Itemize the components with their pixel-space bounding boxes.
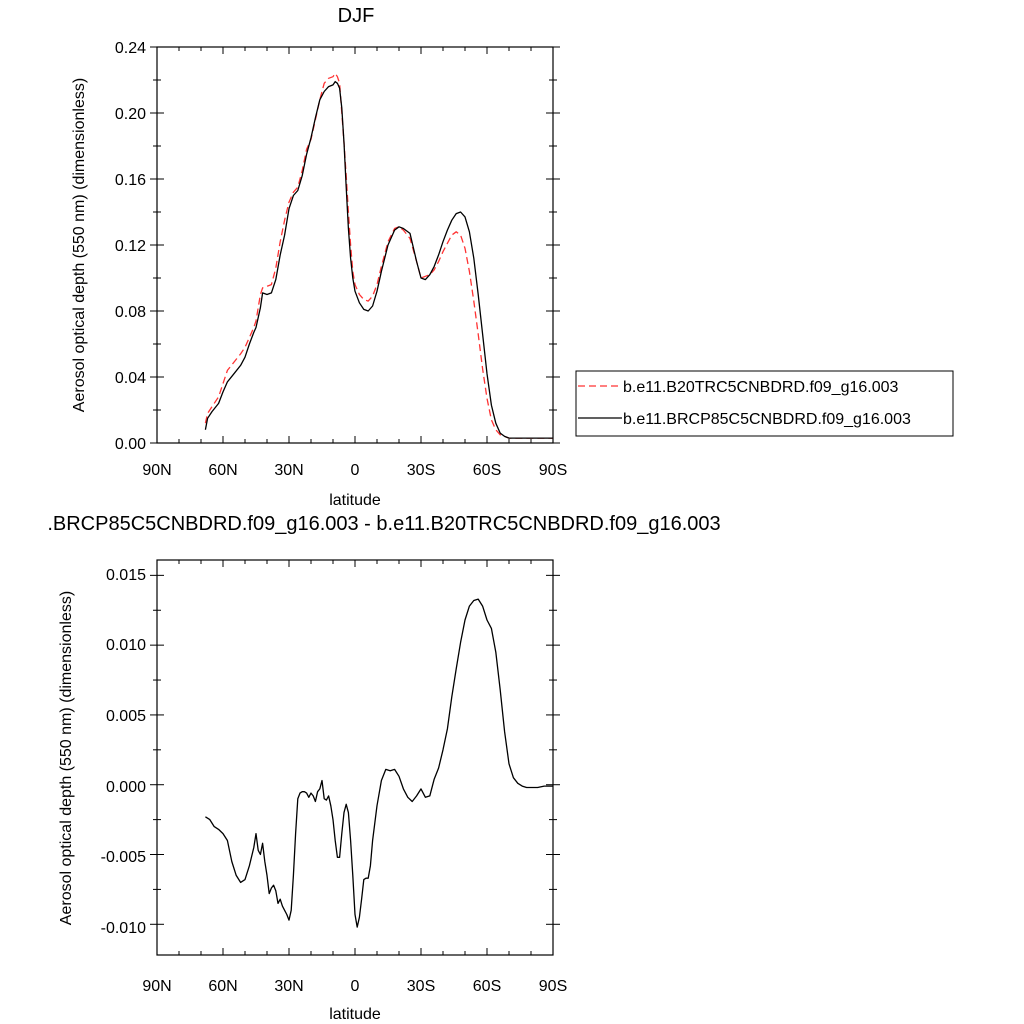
x-tick-label: 90S: [539, 978, 567, 995]
bottom-panel: .BRCP85C5CNBDRD.f09_g16.003 - b.e11.B20T…: [47, 513, 720, 1023]
x-tick-label: 60N: [208, 462, 237, 479]
x-tick-label: 60S: [473, 978, 501, 995]
top-panel-axes: [156, 46, 554, 444]
bottom-panel-ticks: [150, 560, 560, 955]
y-tick-label: 0.04: [115, 370, 146, 387]
top-panel-y-tick-labels: 0.00 0.04 0.08 0.12 0.16 0.20 0.24: [115, 40, 146, 453]
bottom-panel-y-tick-labels: -0.010 -0.005 0.000 0.005 0.010 0.015: [101, 567, 146, 937]
y-tick-label: -0.005: [101, 849, 146, 866]
y-tick-label: 0.010: [106, 637, 146, 654]
bottom-panel-series: [205, 598, 553, 928]
x-tick-label: 60S: [473, 462, 501, 479]
series-line-dashed-red: [204, 72, 553, 439]
y-tick-label: 0.12: [115, 238, 146, 255]
y-tick-label: 0.005: [106, 708, 146, 725]
bottom-panel-x-axis-label: latitude: [329, 1006, 381, 1023]
x-tick-label: 0: [351, 462, 360, 479]
top-panel-series: [204, 72, 553, 439]
x-tick-label: 60N: [208, 978, 237, 995]
x-tick-label: 30N: [274, 462, 303, 479]
y-tick-label: 0.08: [115, 304, 146, 321]
bottom-panel-title: .BRCP85C5CNBDRD.f09_g16.003 - b.e11.B20T…: [47, 513, 720, 535]
top-panel-title: DJF: [338, 5, 375, 27]
top-panel-x-axis-label: latitude: [329, 492, 381, 509]
bottom-panel-y-axis-label: Aerosol optical depth (550 nm) (dimensio…: [58, 591, 75, 925]
series-line-solid-black: [205, 598, 553, 928]
top-panel: DJF 0.00 0.04 0.08 0.12 0.16 0.20 0.24 9…: [71, 5, 954, 509]
x-tick-label: 90N: [142, 978, 171, 995]
top-panel-x-tick-labels: 90N 60N 30N 0 30S 60S 90S: [142, 462, 567, 479]
legend-label: b.e11.B20TRC5CNBDRD.f09_g16.003: [623, 379, 899, 396]
bottom-panel-x-tick-labels: 90N 60N 30N 0 30S 60S 90S: [142, 978, 567, 995]
legend-label: b.e11.BRCP85C5CNBDRD.f09_g16.003: [623, 411, 911, 428]
y-tick-label: 0.24: [115, 40, 146, 57]
y-tick-label: 0.20: [115, 106, 146, 123]
x-tick-label: 90S: [539, 462, 567, 479]
x-tick-label: 90N: [142, 462, 171, 479]
x-tick-label: 30N: [274, 978, 303, 995]
series-line-solid-black: [204, 80, 553, 439]
legend-box: [575, 370, 954, 437]
bottom-panel-axes: [156, 559, 554, 956]
x-tick-label: 30S: [407, 978, 435, 995]
y-tick-label: -0.010: [101, 920, 146, 937]
y-tick-label: 0.16: [115, 172, 146, 189]
plot-frame: [156, 46, 554, 444]
x-tick-label: 0: [351, 978, 360, 995]
plot-frame: [156, 559, 554, 956]
top-panel-ticks: [150, 46, 560, 444]
y-tick-label: 0.000: [106, 779, 146, 796]
x-tick-label: 30S: [407, 462, 435, 479]
legend: b.e11.B20TRC5CNBDRD.f09_g16.003 b.e11.BR…: [575, 370, 954, 437]
y-tick-label: 0.015: [106, 567, 146, 584]
y-tick-label: 0.00: [115, 436, 146, 453]
top-panel-y-axis-label: Aerosol optical depth (550 nm) (dimensio…: [71, 78, 88, 412]
